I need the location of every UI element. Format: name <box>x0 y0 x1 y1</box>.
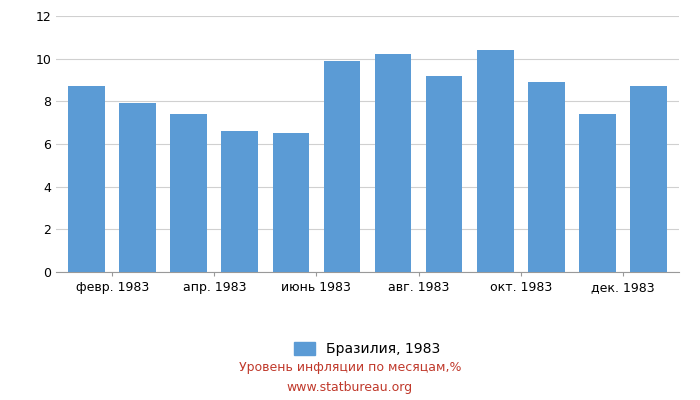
Bar <box>426 76 463 272</box>
Legend: Бразилия, 1983: Бразилия, 1983 <box>288 335 447 363</box>
Bar <box>630 86 666 272</box>
Text: Уровень инфляции по месяцам,%: Уровень инфляции по месяцам,% <box>239 362 461 374</box>
Text: www.statbureau.org: www.statbureau.org <box>287 382 413 394</box>
Bar <box>323 61 360 272</box>
Bar <box>374 54 412 272</box>
Bar <box>579 114 616 272</box>
Bar <box>528 82 565 272</box>
Bar <box>221 131 258 272</box>
Bar <box>170 114 207 272</box>
Bar <box>477 50 514 272</box>
Bar <box>69 86 105 272</box>
Bar <box>119 104 156 272</box>
Bar <box>272 133 309 272</box>
